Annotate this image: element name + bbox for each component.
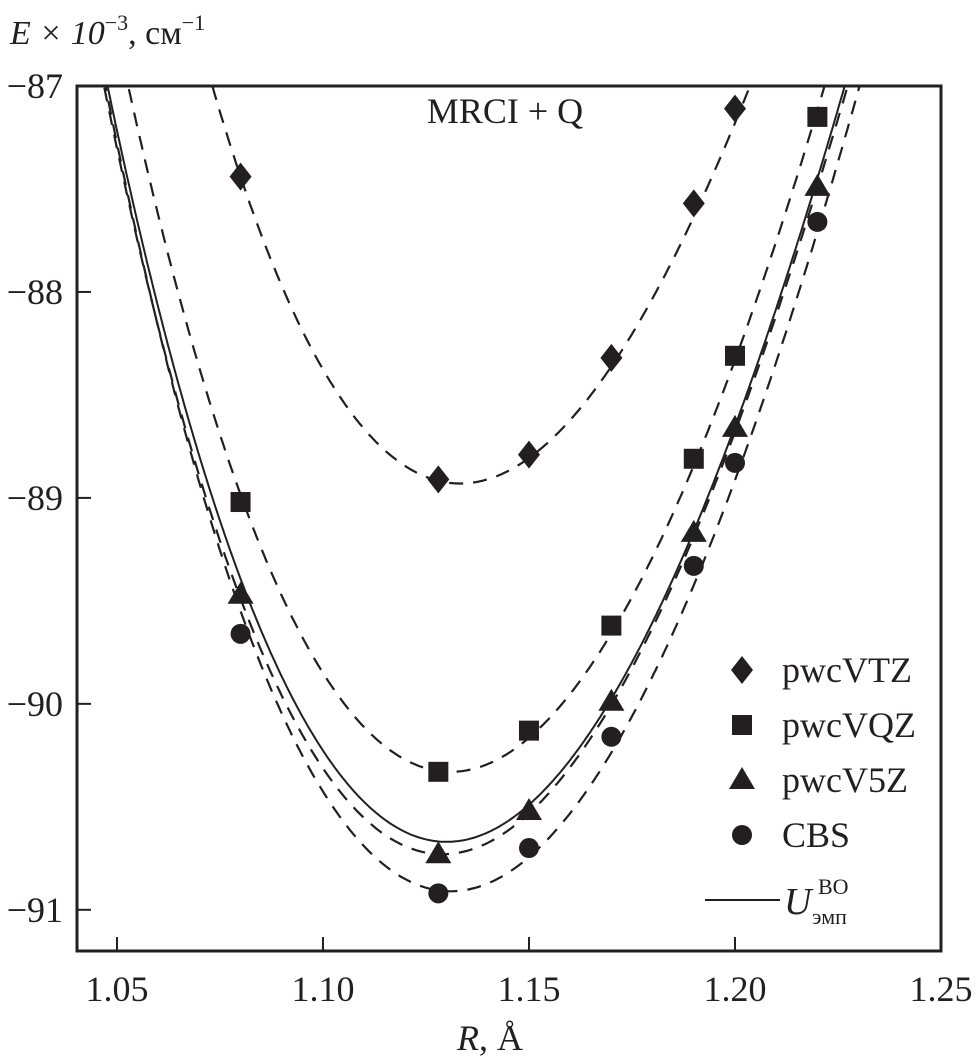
legend: pwcVTZ pwcVQZ pwcV5Z CBS U BO эмп (705, 650, 916, 929)
legend-marker-pwcv5z (729, 767, 755, 789)
fit-curve-pwcv5z (102, 86, 849, 856)
legend-marker-cbs (732, 825, 752, 845)
reference-curve (106, 86, 846, 843)
legend-label-cbs: CBS (782, 815, 850, 855)
x-tick-label: 1.10 (291, 969, 354, 1009)
data-point-pwcv5z (227, 581, 254, 604)
data-point-cbs (428, 883, 449, 904)
legend-label-pwcvtz: pwcVTZ (782, 650, 912, 690)
data-point-pwcvqz (518, 720, 539, 741)
y-axis-ticks: −87 −88 −89 −90 −91 (7, 66, 91, 930)
x-axis-label-main: R (456, 1018, 479, 1058)
data-point-pwcvtz (682, 189, 705, 218)
y-tick-label: −88 (7, 272, 63, 312)
data-point-pwcv5z (598, 688, 625, 711)
legend-label-pwcv5z: pwcV5Z (782, 760, 908, 800)
legend-reference-superscript: BO (818, 874, 849, 899)
fit-curve-pwcvtz (211, 86, 752, 485)
legend-marker-pwcvtz (731, 656, 753, 684)
legend-reference-symbol: U (784, 881, 814, 923)
data-point-pwcvtz (723, 94, 746, 123)
data-point-cbs (601, 726, 622, 747)
x-axis-label: R, Å (456, 1018, 523, 1058)
data-point-pwcv5z (515, 797, 542, 820)
legend-marker-pwcvqz (732, 715, 752, 735)
y-tick-label: −89 (7, 478, 63, 518)
x-axis-label-unit: , Å (479, 1018, 523, 1058)
x-tick-label: 1.05 (85, 969, 148, 1009)
data-point-pwcvqz (807, 106, 828, 127)
data-point-pwcvqz (724, 345, 745, 366)
x-tick-label: 1.20 (703, 969, 766, 1009)
data-point-pwcvtz (427, 465, 450, 494)
plot-frame (75, 84, 943, 953)
data-point-pwcvtz (600, 343, 623, 372)
x-tick-label: 1.15 (497, 969, 560, 1009)
data-point-pwcvtz (517, 440, 540, 469)
data-point-pwcvqz (428, 761, 449, 782)
y-axis-label-unit: , см (128, 15, 182, 52)
data-point-pwcv5z (425, 841, 452, 864)
fit-curve-cbs (104, 86, 861, 893)
data-point-pwcv5z (721, 414, 748, 437)
y-tick-label: −91 (7, 890, 63, 930)
legend-label-reference: U BO эмп (784, 874, 849, 929)
legend-reference-subscript: эмп (812, 904, 847, 929)
data-point-cbs (807, 211, 828, 232)
y-axis-label-unit-exponent: −1 (182, 10, 205, 35)
data-point-pwcv5z (804, 173, 831, 196)
y-tick-label: −90 (7, 684, 63, 724)
fit-curves (102, 86, 861, 893)
legend-label-pwcvqz: pwcVQZ (782, 705, 916, 745)
y-axis-label-main: E × 10 (9, 15, 105, 52)
data-point-pwcvqz (230, 492, 251, 513)
y-axis-label-exponent: −3 (105, 10, 128, 35)
data-point-cbs (230, 623, 251, 644)
data-point-cbs (724, 452, 745, 473)
data-point-cbs (683, 555, 704, 576)
data-point-cbs (518, 838, 539, 859)
y-tick-label: −87 (7, 66, 63, 106)
x-tick-label: 1.25 (910, 969, 973, 1009)
data-point-pwcvqz (601, 615, 622, 636)
data-point-pwcvqz (683, 448, 704, 469)
data-point-pwcv5z (680, 519, 707, 542)
data-point-pwcvtz (229, 162, 252, 191)
x-axis-ticks: 1.05 1.10 1.15 1.20 1.25 (85, 937, 973, 1009)
method-annotation: MRCI + Q (427, 91, 583, 131)
y-axis-label: E × 10−3, см−1 (9, 10, 205, 52)
data-markers (227, 94, 831, 904)
fit-curve-pwcvqz (127, 86, 826, 773)
